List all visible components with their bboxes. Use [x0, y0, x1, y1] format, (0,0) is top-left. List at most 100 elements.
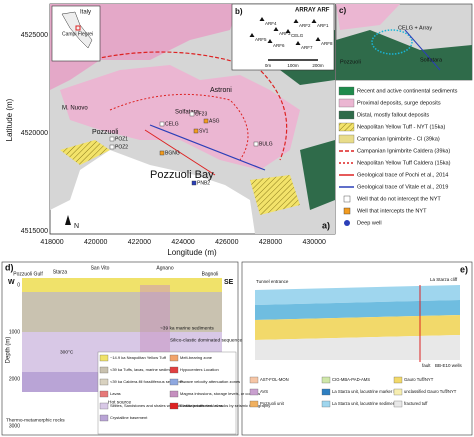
legend-label: Proximal deposits, surge deposits [357, 100, 441, 106]
x-tick-label: 422000 [128, 239, 151, 246]
legend-label: <39 ka Caldera-fill fossiliferous sedime… [110, 379, 184, 384]
panel-label: b) [235, 7, 243, 16]
legend-label: ~14.9 ka Neapolitan Yellow Tuff [110, 355, 167, 360]
e-gauro [255, 315, 460, 340]
legend-label: Neapolitan Yellow Tuff Caldera (15ka) [357, 160, 451, 166]
well [193, 128, 199, 134]
station-label: ARF6 [273, 43, 285, 48]
section-label: Tunnel entrance [256, 279, 289, 284]
y-axis-label: Depth (m) [6, 337, 12, 364]
station [295, 41, 301, 45]
well [189, 111, 195, 117]
station [273, 27, 279, 31]
well-label: ASG [209, 118, 220, 124]
scale-label: 200m [312, 63, 324, 68]
station [293, 19, 299, 23]
station-label: ARF4 [265, 21, 277, 26]
north-arrow [65, 215, 71, 225]
legend-swatch [338, 122, 355, 132]
legend-swatch [393, 376, 403, 384]
legend-swatch [393, 388, 403, 396]
inset-c-label: Solfatara [420, 57, 443, 63]
section-note: 300°C [60, 349, 74, 355]
legend-label: Gauro Tuff/NYT [404, 377, 434, 382]
legend-swatch [393, 400, 403, 408]
inset-c-trace [404, 29, 441, 71]
legend-label: AVS [260, 389, 268, 394]
legend-label: P wave velocity attenuation zones [180, 379, 240, 384]
inset-c-label: CELG + Array [398, 25, 432, 31]
scale-label: 0m [265, 63, 272, 68]
place-label: M. Nuovo [62, 106, 88, 112]
legend-swatch [99, 366, 109, 374]
station-label: CELG [291, 33, 304, 38]
legend-label: Geological trace of Vitale et al., 2019 [357, 184, 448, 190]
inset-title: ARRAY ARF [295, 8, 330, 14]
well [109, 136, 115, 142]
legend-label: Neapolitan Yellow Tuff - NYT (15ka) [357, 124, 446, 130]
d-legend-box [97, 351, 237, 435]
depth-tick: 3000 [9, 423, 20, 429]
legend-swatch [169, 366, 179, 374]
station [285, 29, 291, 33]
panel-label: e) [460, 264, 468, 274]
legend-swatch [99, 390, 109, 398]
well-label: CF23 [195, 111, 207, 117]
section-note: Hot source [108, 399, 132, 405]
well-label: BGNG [165, 150, 180, 156]
x-tick-label: 426000 [215, 239, 238, 246]
legend-label: Crystalline basement [110, 415, 148, 420]
legend-swatch [338, 98, 355, 108]
legend-label: Pozzuoli unit [260, 401, 285, 406]
legend-swatch [169, 390, 179, 398]
x-tick-label: 430000 [303, 239, 326, 246]
area-box [75, 25, 81, 31]
country-label: Italy [80, 10, 91, 16]
legend-swatch [343, 195, 351, 203]
legend-swatch [338, 86, 355, 96]
legend-swatch [169, 378, 179, 386]
well-label: POZ1 [115, 136, 128, 142]
section-note: ~39 ka marine sediments [160, 325, 214, 331]
legend-swatch [169, 354, 179, 362]
x-axis-label: Longitude (m) [167, 248, 217, 257]
e-lacustrine [255, 300, 460, 320]
proximal-deposits [60, 65, 300, 170]
depth-tick: 0 [17, 282, 20, 288]
station [315, 37, 321, 41]
legend-swatch [249, 400, 259, 408]
panel-label: d) [5, 262, 14, 272]
e-top-layer [255, 285, 460, 305]
nyt [60, 140, 110, 165]
station [311, 19, 317, 23]
legend-swatch [343, 207, 351, 215]
distal-deposits [300, 140, 335, 210]
depth-tick: 2000 [9, 376, 20, 382]
well-label: BULG [259, 141, 273, 147]
section-label: fault [422, 363, 431, 368]
north-label: N [74, 223, 79, 230]
place-label: Pozzuoli Bay [150, 169, 214, 181]
legend-label: fractured tuff [404, 401, 428, 406]
legend-swatch [321, 388, 331, 396]
legend-label: CIG-MBA-PAD-AMS [332, 377, 370, 382]
legend-label: Lavas [110, 391, 121, 396]
well [109, 144, 115, 150]
legend-label: Melt-bearing zone [180, 355, 213, 360]
e-fractured [255, 335, 460, 360]
legend-label: Siltites, Sandstones and shales with sub… [110, 403, 223, 408]
station-label: ARF3 [279, 31, 291, 36]
section-label: La Starza cliff [430, 277, 458, 282]
end-label: W [8, 279, 15, 286]
legend-swatch [249, 376, 259, 384]
legend-label: Deep well [357, 220, 382, 226]
caldera-ci [89, 51, 288, 161]
legend-label: Magma intrusions, storage levels, or con… [180, 391, 260, 396]
legend-label: Hypocenters Location [180, 367, 219, 372]
station-label: ARF5 [255, 37, 267, 42]
nyt [250, 175, 300, 215]
station [267, 39, 273, 43]
well-label: CELG [165, 121, 179, 127]
station-label: ARF7 [301, 45, 313, 50]
